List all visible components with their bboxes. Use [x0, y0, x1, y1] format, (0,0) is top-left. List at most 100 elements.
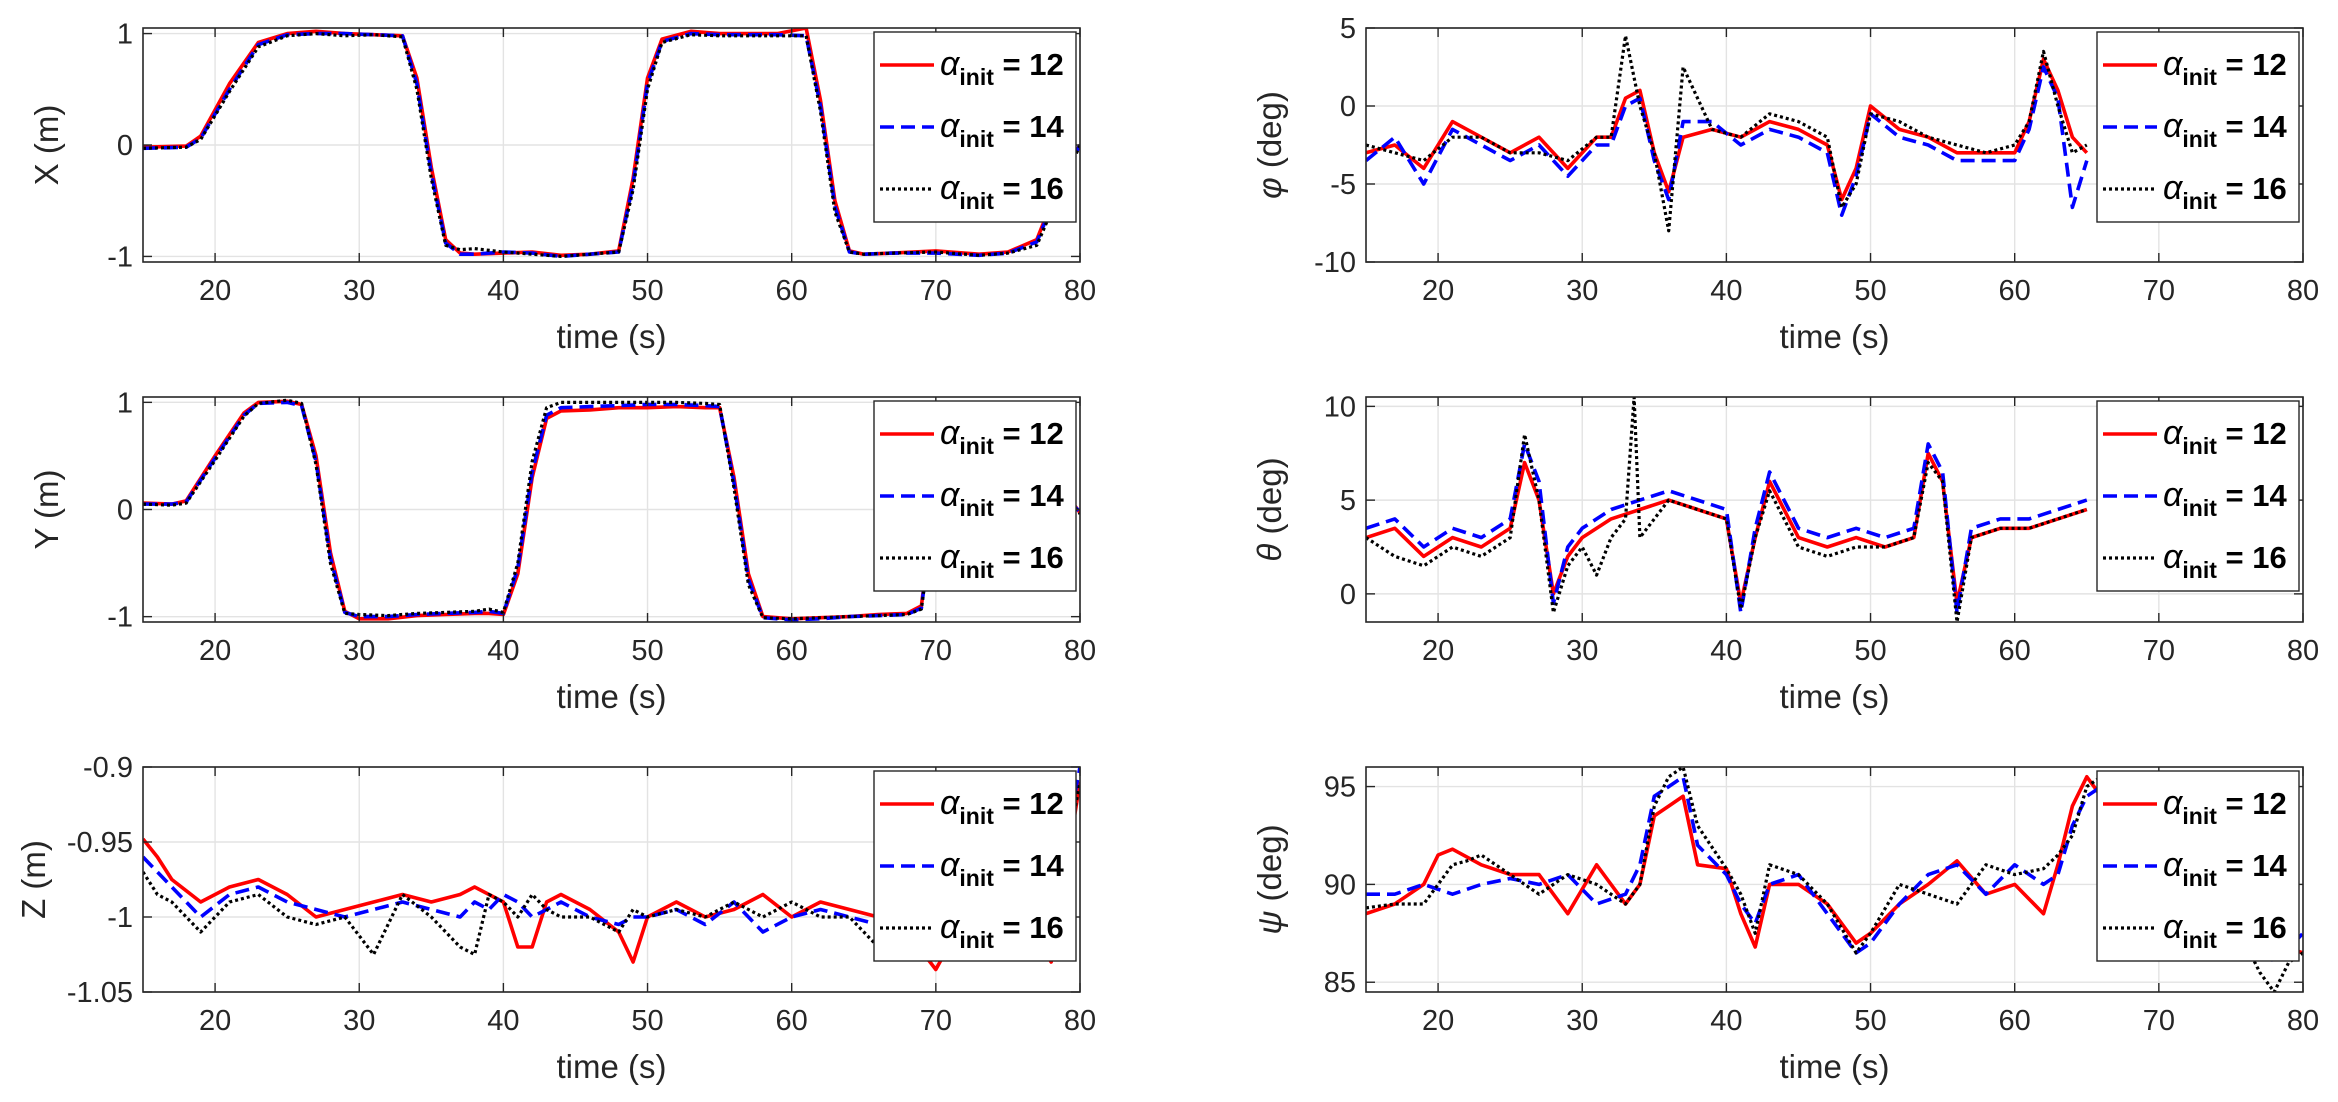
y-axis-text: (deg) — [1251, 824, 1288, 901]
series-line-2 — [1366, 65, 2089, 217]
legend-value: = 16 — [994, 171, 1064, 206]
x-tick-label: 70 — [2143, 275, 2175, 307]
legend-subscript: init — [2182, 433, 2217, 459]
x-tick-label: 30 — [1566, 275, 1598, 307]
series-group — [1366, 397, 2088, 622]
y-tick-label: 95 — [1324, 772, 1356, 804]
legend-symbol: α — [2163, 784, 2184, 822]
legend-value: = 16 — [2217, 910, 2287, 945]
y-tick-label: 0 — [117, 495, 133, 527]
axes-frame — [1365, 396, 2304, 623]
legend-symbol: α — [940, 908, 961, 946]
legend-value: = 14 — [994, 478, 1065, 513]
legend-subscript: init — [2182, 865, 2217, 891]
y-axis-label: θ (deg) — [1251, 457, 1288, 561]
y-tick-label: 1 — [117, 387, 133, 419]
legend-label-1: αinit = 12 — [940, 414, 1064, 459]
legend-symbol: α — [940, 169, 961, 207]
x-tick-label: 40 — [1710, 635, 1742, 667]
legend-symbol: α — [2163, 908, 2184, 946]
legend-symbol: α — [2163, 169, 2184, 207]
x-tick-label: 80 — [1064, 275, 1096, 307]
y-tick-label: -1 — [107, 602, 133, 634]
x-tick-label: 50 — [631, 635, 663, 667]
x-tick-label: 60 — [1999, 635, 2031, 667]
series-line-2 — [1366, 775, 2303, 965]
x-tick-label: 20 — [1422, 635, 1454, 667]
x-tick-label: 70 — [920, 275, 952, 307]
legend-label-1: αinit = 12 — [2163, 784, 2287, 829]
x-tick-label: 20 — [1422, 275, 1454, 307]
legend-value: = 14 — [994, 848, 1065, 883]
axes-frame — [1365, 27, 2304, 263]
legend-value: = 14 — [2217, 848, 2288, 883]
y-axis-text: Y (m) — [28, 469, 65, 549]
legend-label-1: αinit = 12 — [940, 784, 1064, 829]
y-axis-symbol: θ — [1251, 544, 1288, 562]
y-tick-label: 10 — [1324, 391, 1356, 423]
x-tick-label: 20 — [199, 635, 231, 667]
legend-label-3: αinit = 16 — [940, 169, 1064, 214]
legend-subscript: init — [959, 433, 994, 459]
y-tick-label: -0.9 — [83, 752, 133, 784]
x-tick-label: 20 — [1422, 1005, 1454, 1037]
x-tick-label: 70 — [2143, 1005, 2175, 1037]
x-tick-label: 60 — [1999, 275, 2031, 307]
x-tick-label: 80 — [1064, 1005, 1096, 1037]
legend-label-2: αinit = 14 — [940, 846, 1064, 891]
legend-symbol: α — [940, 784, 961, 822]
axes-frame — [142, 766, 1081, 993]
x-tick-label: 40 — [487, 635, 519, 667]
y-axis-text: (deg) — [1251, 91, 1288, 168]
legend-symbol: α — [940, 538, 961, 576]
legend-label-2: αinit = 14 — [940, 107, 1064, 152]
legend-label-1: αinit = 12 — [940, 45, 1064, 90]
x-tick-label: 30 — [343, 275, 375, 307]
legend-label-2: αinit = 14 — [2163, 476, 2287, 521]
x-tick-label: 20 — [199, 1005, 231, 1037]
legend-label-3: αinit = 16 — [2163, 908, 2287, 953]
y-tick-label: -1 — [107, 902, 133, 934]
legend-label-2: αinit = 14 — [2163, 107, 2287, 152]
x-tick-label: 60 — [776, 1005, 808, 1037]
legend-subscript: init — [959, 188, 994, 214]
x-tick-label: 80 — [2287, 275, 2319, 307]
legend-subscript: init — [959, 803, 994, 829]
y-axis-space — [1251, 168, 1288, 177]
x-tick-label: 40 — [487, 1005, 519, 1037]
y-tick-label: 1 — [117, 19, 133, 51]
legend-value: = 16 — [2217, 171, 2287, 206]
legend-subscript: init — [2182, 557, 2217, 583]
x-tick-label: 50 — [1854, 1005, 1886, 1037]
x-tick-label: 30 — [343, 635, 375, 667]
legend-subscript: init — [2182, 803, 2217, 829]
legend-label-2: αinit = 14 — [940, 476, 1064, 521]
x-tick-label: 50 — [1854, 635, 1886, 667]
legend-symbol: α — [2163, 414, 2184, 452]
x-tick-label: 80 — [1064, 635, 1096, 667]
legend-symbol: α — [2163, 846, 2184, 884]
y-tick-label: -1.05 — [67, 977, 133, 1009]
series-group — [1366, 767, 2303, 992]
x-axis-label: time (s) — [1780, 1048, 1890, 1085]
y-axis-text: (deg) — [1251, 457, 1288, 534]
legend-symbol: α — [940, 45, 961, 83]
y-tick-label: -10 — [1314, 247, 1356, 279]
y-axis-label: Y (m) — [28, 469, 65, 549]
legend-symbol: α — [940, 846, 961, 884]
y-axis-space — [1251, 534, 1288, 543]
y-tick-label: -5 — [1330, 169, 1356, 201]
legend-subscript: init — [2182, 64, 2217, 90]
x-tick-label: 20 — [199, 275, 231, 307]
y-axis-symbol: ψ — [1251, 911, 1288, 935]
x-axis-label: time (s) — [1780, 678, 1890, 715]
legend-value: = 16 — [2217, 540, 2287, 575]
x-axis-label: time (s) — [557, 318, 667, 355]
